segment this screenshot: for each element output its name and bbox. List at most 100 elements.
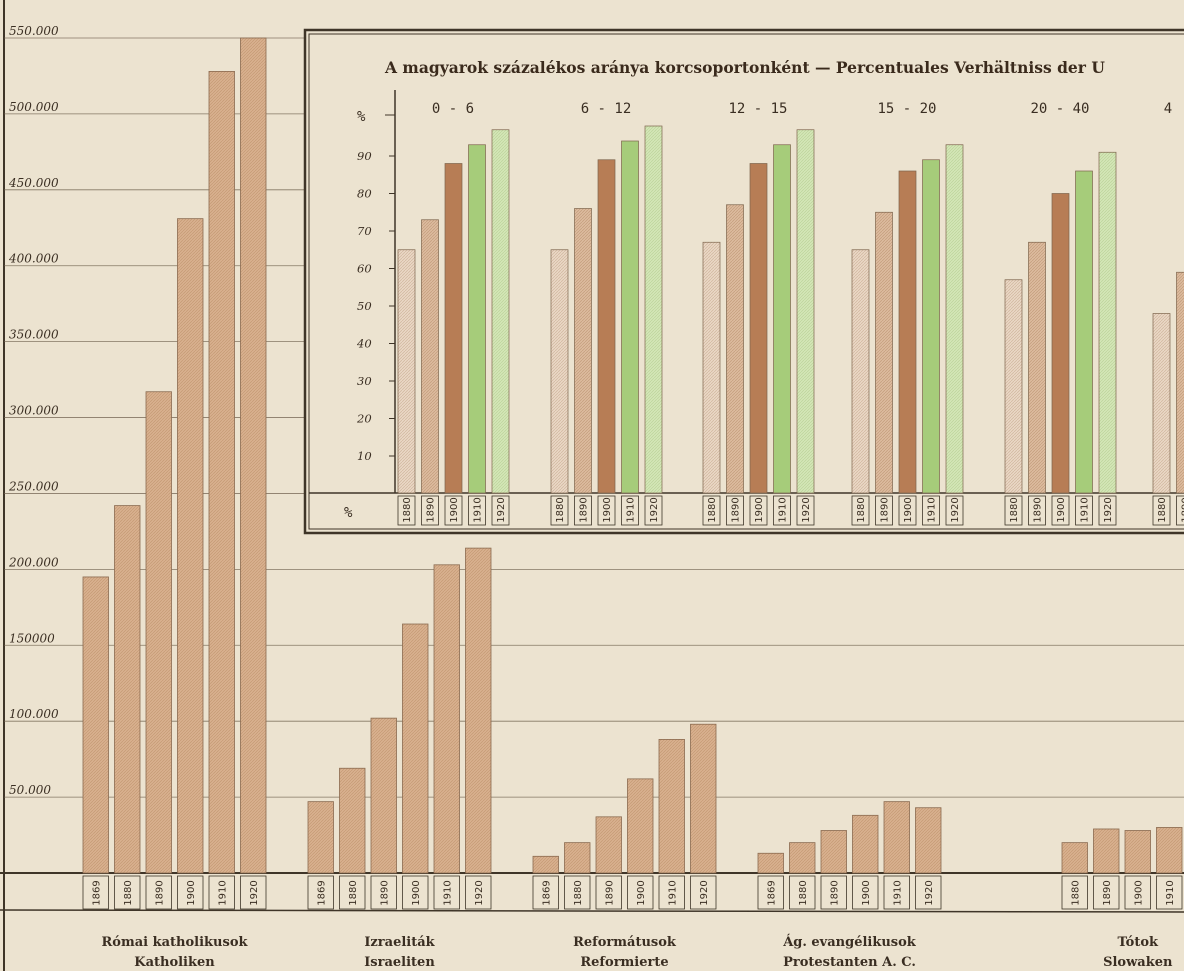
inset-y-tick-label: 50 (357, 299, 372, 313)
year-label: 1920 (924, 880, 935, 905)
y-tick-label: 150000 (9, 631, 55, 645)
bar (884, 802, 910, 873)
year-row-bottom-line (0, 910, 1184, 912)
inset-year-label: 1910 (778, 497, 789, 522)
inset-bar (1153, 314, 1170, 494)
bar (1094, 829, 1120, 873)
inset-chart: A magyarok százalékos aránya korcsoporto… (305, 30, 1184, 533)
year-label: 1869 (541, 880, 552, 905)
year-label: 1880 (348, 880, 359, 905)
inset-bar (750, 164, 767, 494)
inset-year-label: 1890 (880, 497, 891, 522)
year-label: 1910 (442, 880, 453, 905)
bar (178, 219, 204, 873)
inset-y-tick-label: 90 (357, 149, 372, 163)
group-label-de: Katholiken (134, 955, 215, 970)
inset-year-label: 1880 (555, 497, 566, 522)
bar (466, 548, 492, 873)
inset-year-label: 1890 (731, 497, 742, 522)
inset-bar (1005, 280, 1022, 493)
inset-group-label: 0 - 6 (432, 101, 474, 117)
bar (533, 856, 559, 873)
inset-year-label: 1920 (1103, 497, 1114, 522)
bar (241, 38, 267, 873)
group-label-hu: Ág. evangélikusok (782, 934, 917, 950)
inset-bar (575, 209, 592, 494)
bar (209, 71, 235, 873)
inset-bar (645, 126, 662, 493)
inset-bar (598, 160, 615, 493)
group-label-de: Reformierte (580, 955, 668, 970)
inset-year-label: 1910 (1080, 497, 1091, 522)
year-label: 1900 (411, 880, 422, 905)
inset-year-label: 1880 (1157, 497, 1168, 522)
inset-bar (551, 250, 568, 493)
inset-bar (703, 242, 720, 493)
bar (308, 802, 334, 873)
inset-year-label: 1890 (1033, 497, 1044, 522)
year-label: 1869 (91, 880, 102, 905)
inset-bar (492, 130, 509, 493)
inset-year-label: 1920 (496, 497, 507, 522)
year-label: 1910 (667, 880, 678, 905)
bar (1125, 830, 1151, 873)
y-tick-label: 500.000 (9, 100, 59, 114)
year-label: 1920 (699, 880, 710, 905)
inset-bar (1052, 194, 1069, 494)
year-label: 1869 (316, 880, 327, 905)
year-label: 1910 (892, 880, 903, 905)
inset-bar (852, 250, 869, 493)
inset-y-tick-label: 60 (357, 262, 372, 276)
group-label-hu: Izraeliták (364, 935, 435, 950)
inset-year-label: 1920 (649, 497, 660, 522)
inset-year-label: 1900 (903, 497, 914, 522)
inset-bar (1076, 171, 1093, 493)
y-tick-label: 450.000 (8, 176, 59, 190)
inset-year-label: 1910 (927, 497, 938, 522)
year-label: 1890 (154, 880, 165, 905)
inset-bar (398, 250, 415, 493)
group-label-de: Slowaken (1103, 955, 1173, 970)
inset-x-unit: % (344, 505, 353, 521)
inset-group-label: 4 (1164, 101, 1172, 117)
y-tick-label: 400.000 (8, 252, 59, 266)
year-label: 1880 (123, 880, 134, 905)
inset-bar (622, 141, 639, 493)
inset-bar (469, 145, 486, 493)
inset-group-label: 15 - 20 (877, 101, 936, 117)
bar (758, 853, 784, 873)
inset-bar (774, 145, 791, 493)
bar (790, 843, 816, 873)
group-label-hu: Tótok (1117, 935, 1159, 950)
inset-bar (923, 160, 940, 493)
inset-year-label: 1880 (707, 497, 718, 522)
y-tick-label: 550.000 (9, 24, 59, 38)
inset-bar (445, 164, 462, 494)
inset-title: A magyarok százalékos aránya korcsoporto… (384, 58, 1105, 77)
y-tick-label: 250.000 (8, 479, 59, 493)
year-label: 1900 (861, 880, 872, 905)
y-tick-label: 350.000 (9, 328, 59, 342)
year-label: 1920 (249, 880, 260, 905)
year-label: 1880 (798, 880, 809, 905)
year-label: 1880 (573, 880, 584, 905)
bar (403, 624, 429, 873)
bar (853, 815, 879, 873)
year-label: 1920 (474, 880, 485, 905)
inset-bar (1177, 272, 1184, 493)
bar (115, 506, 141, 873)
inset-year-label: 1910 (626, 497, 637, 522)
inset-y-unit: % (357, 109, 366, 125)
inset-y-tick-label: 20 (356, 412, 372, 426)
inset-bar (899, 171, 916, 493)
bar (821, 830, 847, 873)
inset-group-label: 12 - 15 (728, 101, 787, 117)
bar (916, 808, 942, 873)
inset-year-label: 1900 (754, 497, 765, 522)
bar (371, 718, 397, 873)
year-label: 1890 (829, 880, 840, 905)
inset-bar (422, 220, 439, 493)
group-label-hu: Reformátusok (573, 935, 677, 950)
bar (340, 768, 366, 873)
